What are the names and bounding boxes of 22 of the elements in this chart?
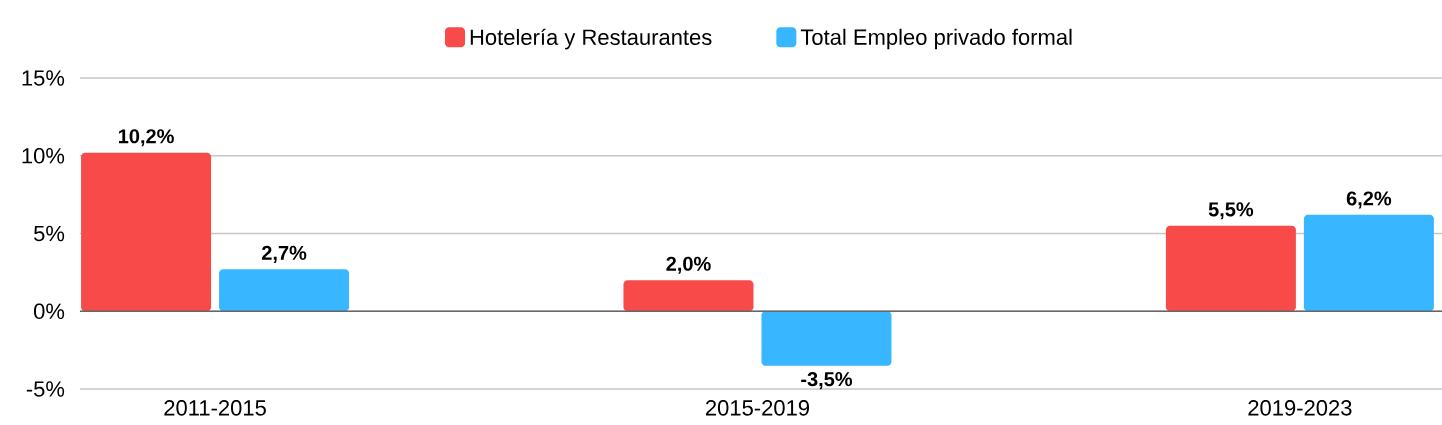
y-tick-label: 10%	[22, 147, 65, 164]
x-tick-label: 2015-2019	[705, 400, 810, 416]
bar	[219, 269, 350, 312]
data-label: 2,7%	[261, 245, 307, 263]
bar	[81, 152, 212, 312]
y-tick-label: 0%	[33, 303, 65, 320]
data-label: 6,2%	[1346, 191, 1392, 209]
data-label: 2,0%	[666, 256, 711, 274]
y-tick-label: 5%	[34, 225, 65, 242]
legend-label: Total Empleo privado formal	[800, 28, 1072, 50]
data-label: 10,2%	[118, 129, 174, 147]
data-label: 5,5%	[1208, 202, 1254, 220]
bar	[1165, 225, 1296, 312]
y-tick-label: 15%	[22, 70, 65, 86]
data-label: -3,5%	[801, 372, 853, 390]
x-tick-label: 2019-2023	[1248, 400, 1352, 416]
legend-label: Hotelería y Restaurantes	[470, 28, 712, 50]
bar	[1303, 214, 1434, 312]
bar	[623, 280, 754, 312]
x-tick-label: 2011-2015	[164, 400, 266, 416]
bar	[761, 311, 892, 366]
y-tick-label: -5%	[26, 381, 65, 397]
